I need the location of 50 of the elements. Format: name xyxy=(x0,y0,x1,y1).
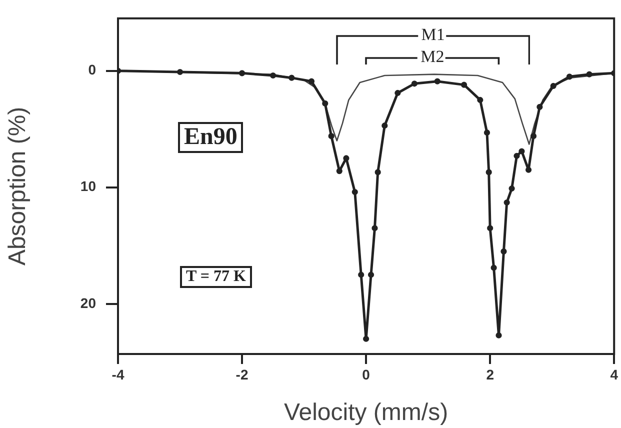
point xyxy=(288,74,295,81)
point xyxy=(238,70,246,76)
point xyxy=(525,166,532,173)
y-tick-label: 20 xyxy=(80,294,96,311)
point xyxy=(566,74,573,80)
y-axis-title: Absorption (%) xyxy=(4,106,32,266)
annotation: En90 xyxy=(178,122,244,154)
point xyxy=(486,169,492,176)
point xyxy=(368,272,374,278)
point xyxy=(500,248,507,255)
x-tick-label: 0 xyxy=(362,366,370,382)
annotation: M1 xyxy=(421,25,446,46)
point xyxy=(372,225,378,232)
point xyxy=(328,133,334,140)
y-tick-label: 0 xyxy=(88,62,96,78)
point xyxy=(363,336,370,342)
point xyxy=(434,78,440,84)
point xyxy=(496,332,502,338)
point xyxy=(518,148,525,154)
point xyxy=(382,122,388,129)
annotation: T = 77 K xyxy=(180,266,252,288)
x-axis-title: Velocity (mm/s) xyxy=(284,399,448,426)
point xyxy=(176,68,184,76)
point xyxy=(477,96,484,104)
point xyxy=(490,264,497,271)
point xyxy=(270,72,276,79)
point xyxy=(586,71,592,78)
x-tick-label: 4 xyxy=(610,366,618,382)
point xyxy=(514,152,520,159)
point xyxy=(536,104,543,110)
y-tick-label: 10 xyxy=(80,178,96,194)
point xyxy=(508,185,515,192)
point xyxy=(336,168,342,174)
point xyxy=(374,169,381,176)
point xyxy=(352,188,358,196)
annotation: M2 xyxy=(420,47,444,68)
point xyxy=(530,133,537,140)
point xyxy=(550,82,556,90)
point xyxy=(308,78,315,84)
point xyxy=(484,130,490,136)
point xyxy=(504,199,510,206)
point xyxy=(358,272,364,278)
point xyxy=(322,100,328,107)
point xyxy=(411,80,418,87)
point xyxy=(460,82,468,88)
point xyxy=(487,225,494,232)
x-tick-label: 2 xyxy=(486,366,494,382)
x-tick-label: -2 xyxy=(236,366,248,382)
point xyxy=(394,90,401,96)
x-tick-label: -4 xyxy=(112,366,124,382)
